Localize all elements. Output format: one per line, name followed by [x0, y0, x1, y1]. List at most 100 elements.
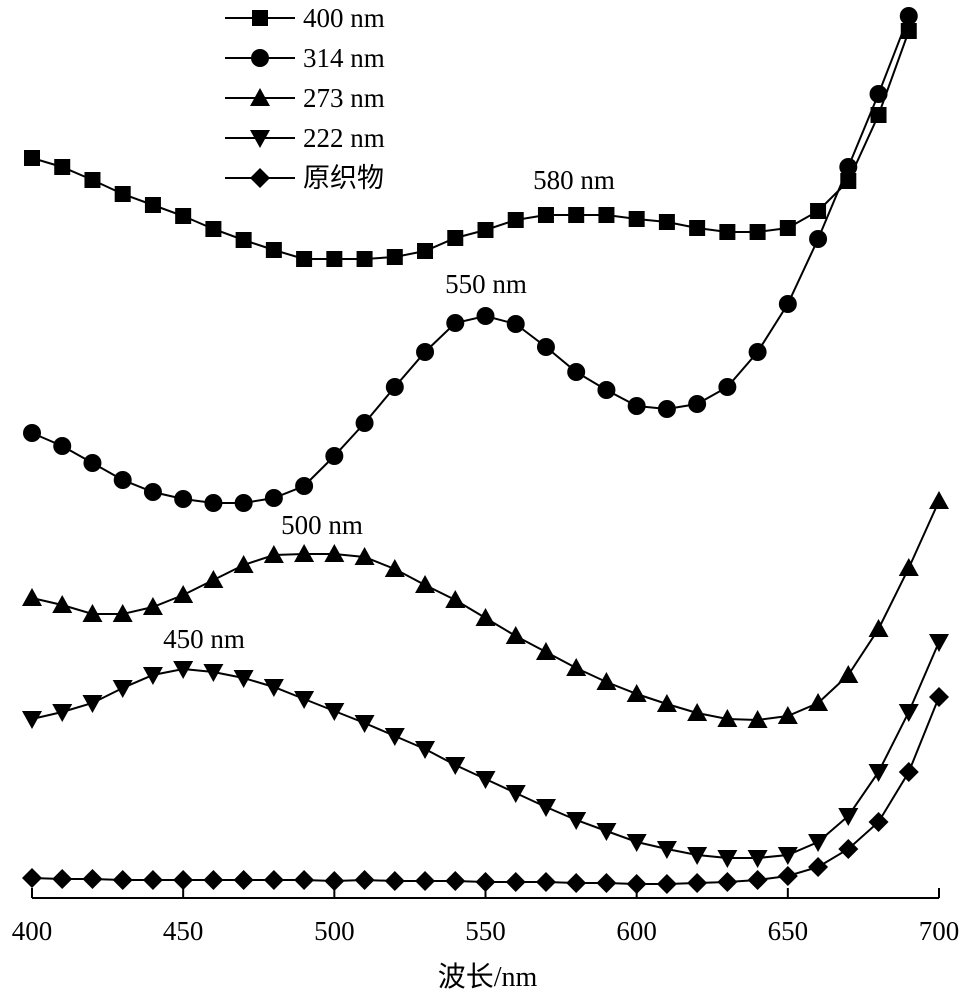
data-point — [778, 295, 797, 313]
data-point — [22, 588, 42, 606]
data-point — [476, 307, 495, 325]
data-point — [838, 839, 859, 859]
data-point — [898, 704, 919, 722]
data-point — [447, 230, 464, 246]
data-point — [779, 220, 796, 236]
data-point — [296, 251, 313, 267]
data-point — [384, 728, 405, 746]
data-point — [868, 812, 889, 832]
data-point — [234, 494, 253, 512]
data-point — [839, 158, 858, 176]
data-point — [112, 604, 133, 622]
legend-item: 314 nm — [225, 43, 385, 73]
data-point — [174, 490, 193, 508]
data-point — [596, 823, 617, 841]
data-point — [112, 870, 133, 890]
data-point — [657, 400, 676, 418]
data-point — [870, 107, 887, 123]
series-line-1 — [31, 15, 910, 504]
data-point — [23, 424, 41, 442]
data-point — [356, 251, 373, 267]
legend: 400 nm 314 nm 273 nm 222 nm 原织物 — [225, 3, 385, 193]
x-tick-label: 550 — [465, 916, 506, 946]
series-3 — [22, 634, 949, 868]
data-point — [82, 869, 103, 889]
legend-item: 222 nm — [225, 123, 385, 153]
data-point — [84, 172, 101, 188]
data-point — [173, 870, 194, 890]
data-point — [810, 203, 827, 219]
data-point — [838, 665, 859, 683]
data-point — [173, 585, 194, 603]
data-point — [142, 667, 163, 685]
legend-label: 原织物 — [303, 163, 384, 193]
legend-marker — [252, 10, 268, 26]
legend-label: 222 nm — [303, 123, 385, 153]
data-point — [53, 437, 72, 455]
data-point — [899, 7, 918, 25]
data-point — [203, 664, 224, 682]
x-axis-title: 波长/nm — [438, 961, 538, 993]
data-point — [626, 874, 647, 894]
data-point — [596, 873, 617, 893]
data-point — [355, 414, 374, 432]
data-point — [869, 85, 888, 103]
data-point — [324, 703, 345, 721]
data-point — [144, 197, 161, 213]
data-point — [265, 242, 282, 258]
data-point — [22, 711, 42, 729]
data-point — [52, 595, 73, 613]
data-point — [868, 619, 889, 637]
data-point — [748, 343, 767, 361]
x-tick-label: 600 — [616, 916, 657, 946]
data-point — [205, 221, 222, 237]
data-point — [777, 847, 798, 865]
data-point — [656, 841, 677, 859]
data-point — [114, 186, 131, 202]
data-point — [83, 454, 102, 472]
data-point — [505, 626, 526, 644]
data-point — [384, 871, 405, 891]
series-line-3 — [31, 641, 940, 859]
data-point — [505, 785, 526, 803]
series-line-4 — [31, 696, 940, 885]
data-point — [417, 243, 434, 259]
data-point — [626, 834, 647, 852]
data-point — [717, 850, 738, 868]
data-point — [658, 214, 675, 230]
data-point — [264, 489, 283, 507]
series-line-0 — [31, 30, 910, 260]
data-point — [54, 159, 71, 175]
data-point — [295, 477, 314, 495]
data-point — [747, 850, 768, 868]
data-point — [386, 249, 403, 265]
data-point — [384, 559, 405, 577]
data-point — [808, 693, 829, 711]
data-point — [113, 471, 132, 489]
data-point — [808, 834, 829, 852]
data-point — [626, 684, 647, 702]
peak-annotation-550: 550 nm — [445, 269, 527, 299]
data-point — [385, 378, 404, 396]
series-4 — [22, 687, 949, 894]
data-point — [777, 866, 798, 886]
data-point — [536, 338, 555, 356]
data-point — [687, 703, 708, 721]
legend-marker — [250, 88, 270, 106]
data-point — [235, 232, 252, 248]
data-point — [112, 680, 133, 698]
data-point — [809, 230, 828, 248]
legend-label: 400 nm — [303, 3, 385, 33]
data-point — [898, 558, 919, 576]
data-point — [507, 212, 524, 228]
peak-annotation-500: 500 nm — [281, 510, 363, 540]
data-point — [566, 873, 587, 893]
data-point — [415, 575, 436, 593]
data-point — [82, 604, 103, 622]
data-point — [445, 590, 466, 608]
series-0 — [24, 23, 917, 267]
x-axis: 400 450 500 550 600 650 700 波长/nm — [12, 888, 959, 993]
legend-marker — [251, 49, 269, 67]
data-point — [627, 397, 646, 415]
data-point — [656, 874, 677, 894]
